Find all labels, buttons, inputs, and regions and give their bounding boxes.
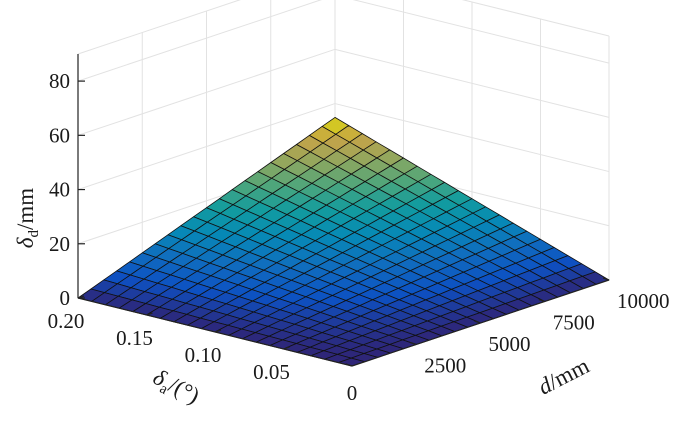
x-tick-label: 0 bbox=[347, 381, 358, 405]
x-axis-label: d/mm bbox=[534, 353, 593, 400]
z-axis-label: δd/mm bbox=[13, 188, 42, 248]
x-tick-label: 10000 bbox=[617, 289, 670, 313]
y-tick-label: 0.15 bbox=[116, 326, 153, 350]
grid-line bbox=[461, 0, 610, 37]
axis-lines bbox=[77, 54, 610, 367]
x-tick-label: 2500 bbox=[424, 354, 466, 378]
grid-line bbox=[77, 103, 336, 191]
x-tick bbox=[602, 277, 610, 281]
y-tick bbox=[146, 312, 153, 316]
grid-line bbox=[77, 0, 322, 82]
x-tick bbox=[474, 320, 481, 324]
y-tick-label: 0.05 bbox=[253, 360, 290, 384]
z-tick-label: 0 bbox=[60, 286, 71, 310]
x-tick bbox=[538, 298, 545, 303]
grid-line bbox=[77, 0, 241, 55]
z-tick-label: 60 bbox=[49, 123, 70, 147]
x-tick bbox=[345, 363, 353, 367]
y-tick bbox=[77, 295, 85, 299]
tick-labels: 0204060800.050.100.150.20025005000750010… bbox=[48, 69, 670, 405]
x-tick-label: 5000 bbox=[489, 332, 531, 356]
grid-line bbox=[334, 48, 610, 118]
y-tick-label: 0.20 bbox=[48, 309, 85, 333]
x-tick-label: 7500 bbox=[553, 311, 595, 335]
surface-plot bbox=[77, 117, 610, 367]
y-tick-label: 0.10 bbox=[185, 343, 222, 367]
z-tick-label: 80 bbox=[49, 69, 70, 93]
x-tick bbox=[410, 341, 417, 346]
grid-line bbox=[334, 103, 610, 173]
y-axis-label: δa/(°) bbox=[147, 364, 203, 412]
z-tick-label: 40 bbox=[49, 178, 70, 202]
grid-line bbox=[77, 48, 336, 136]
grid-line bbox=[352, 0, 610, 64]
z-tick-label: 20 bbox=[49, 232, 70, 256]
y-tick bbox=[283, 346, 290, 350]
y-tick bbox=[214, 329, 222, 333]
